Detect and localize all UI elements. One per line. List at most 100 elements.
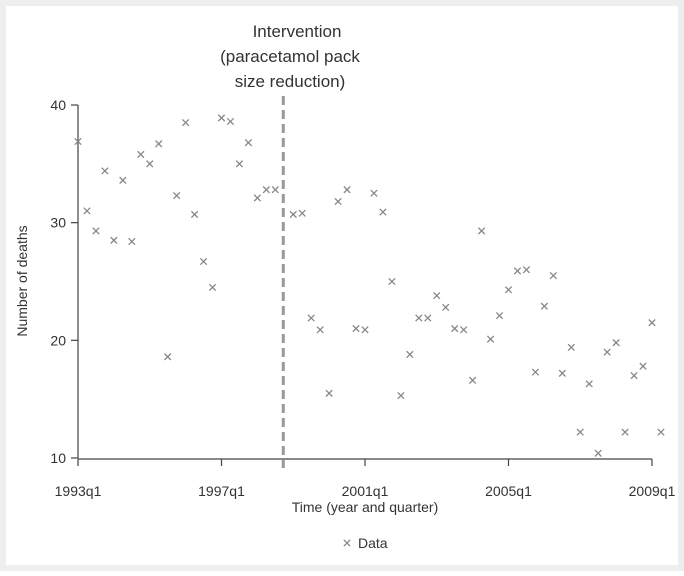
data-point (621, 428, 629, 436)
data-point-stroke (92, 227, 100, 235)
data-point (513, 267, 522, 275)
data-point (146, 160, 154, 168)
data-point-stroke (83, 207, 91, 215)
data-point-stroke (146, 160, 154, 168)
data-point (334, 197, 342, 206)
data-point-stroke (406, 350, 414, 359)
data-point-stroke (208, 283, 217, 292)
data-point-stroke (244, 138, 253, 147)
data-point (361, 326, 369, 334)
data-point-stroke (567, 343, 575, 352)
data-point (137, 150, 145, 159)
data-point (585, 380, 593, 388)
data-point (181, 118, 190, 127)
data-point (504, 286, 513, 294)
x-tick-label: 2001q1 (342, 483, 389, 499)
x-tick-label: 1993q1 (55, 483, 102, 499)
data-point (190, 210, 199, 219)
data-point (352, 324, 360, 333)
x-tick-label: 1997q1 (198, 483, 245, 499)
data-point (74, 137, 82, 146)
data-point-stroke (504, 286, 513, 294)
data-point (495, 311, 504, 320)
data-point-stroke (307, 314, 315, 322)
data-point-stroke (415, 314, 423, 322)
y-tick-label: 10 (50, 450, 66, 466)
data-point (451, 324, 459, 333)
data-point (155, 140, 163, 148)
data-point (316, 326, 324, 334)
data-point-stroke (397, 391, 405, 400)
data-point (433, 291, 441, 300)
data-point-stroke (585, 380, 593, 388)
data-point-stroke (603, 348, 611, 356)
data-point-stroke (181, 118, 190, 127)
data-point-stroke (549, 271, 558, 280)
data-point (531, 368, 540, 376)
intervention-label-line-2: (paracetamol pack (220, 47, 360, 66)
data-point (424, 314, 432, 322)
data-point (594, 449, 602, 457)
data-point (199, 257, 208, 266)
data-point-stroke (235, 160, 244, 168)
data-point (343, 186, 351, 194)
data-point (576, 428, 584, 436)
data-point-stroke (128, 237, 136, 246)
data-point (603, 348, 611, 356)
data-point-stroke (540, 302, 549, 310)
data-point-stroke (199, 257, 208, 266)
data-point-stroke (74, 137, 82, 146)
data-point-stroke (576, 428, 584, 436)
data-point-stroke (226, 117, 235, 126)
data-point (370, 189, 378, 197)
data-point (244, 138, 253, 147)
data-point-stroke (522, 266, 531, 274)
data-point (83, 207, 91, 215)
data-point-stroke (424, 314, 432, 322)
data-point (442, 303, 450, 312)
data-point-stroke (352, 324, 360, 333)
data-point (639, 362, 647, 370)
data-point (415, 314, 423, 322)
data-point (172, 191, 181, 200)
y-axis-label: Number of deaths (14, 225, 30, 336)
data-point (128, 237, 136, 246)
data-point (648, 319, 656, 327)
x-axis-label: Time (year and quarter) (292, 499, 439, 515)
legend: Data (343, 535, 388, 551)
data-point-stroke (433, 291, 441, 300)
x-tick-label: 2009q1 (629, 483, 676, 499)
data-point (612, 339, 620, 347)
data-point-stroke (343, 186, 351, 194)
x-tick-label: 2005q1 (485, 483, 532, 499)
data-point-stroke (451, 324, 459, 333)
data-point-stroke (316, 326, 324, 334)
data-point (289, 210, 297, 219)
data-point-stroke (639, 362, 647, 370)
data-point-stroke (558, 369, 566, 377)
data-point (208, 283, 217, 292)
data-point-stroke (648, 319, 656, 327)
data-point-stroke (531, 368, 540, 376)
chart-panel (6, 6, 678, 565)
data-point-stroke (370, 189, 378, 197)
data-point-stroke (630, 371, 638, 380)
data-point (262, 186, 271, 194)
y-tick-label: 20 (50, 332, 66, 348)
data-point (630, 371, 638, 380)
data-point (657, 428, 665, 436)
data-point (388, 277, 396, 286)
data-point (235, 160, 244, 168)
data-point-stroke (657, 428, 665, 436)
data-point-stroke (119, 176, 127, 184)
data-point-stroke (325, 389, 333, 397)
data-point (101, 167, 109, 175)
data-point (325, 389, 333, 397)
data-point-stroke (217, 114, 226, 122)
data-point-stroke (612, 339, 620, 347)
data-point-stroke (379, 208, 387, 216)
data-point-stroke (459, 326, 468, 334)
data-point-stroke (594, 449, 602, 457)
data-point (477, 227, 486, 235)
data-point-stroke (190, 210, 199, 219)
